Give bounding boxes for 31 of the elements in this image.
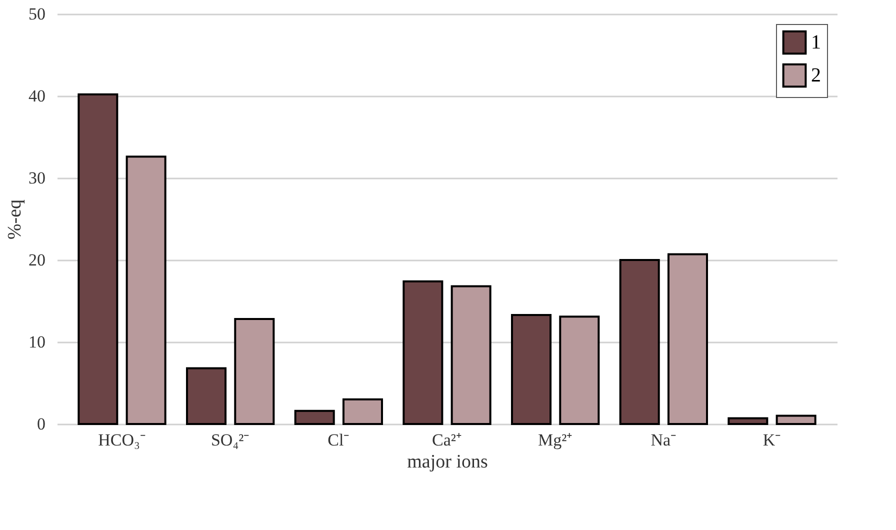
x-tick-label: Cl⁻	[328, 430, 350, 450]
bar	[234, 318, 275, 425]
x-tick-label: Ca²⁺	[432, 430, 462, 450]
x-tick-label: SO₄²⁻	[210, 430, 250, 450]
bar	[294, 410, 335, 425]
bar	[667, 253, 708, 425]
bar	[511, 314, 552, 425]
bar	[78, 93, 118, 425]
x-tick-label: Mg²⁺	[538, 430, 573, 450]
bar	[450, 285, 492, 425]
bar	[186, 367, 227, 425]
bar	[728, 417, 768, 425]
legend-label: 1	[811, 32, 821, 54]
bar	[559, 316, 600, 425]
bar	[342, 398, 383, 425]
bar	[126, 156, 166, 425]
x-axis-title: major ions	[407, 452, 488, 472]
y-axis-title: %-eq	[4, 198, 26, 240]
x-tick-label: Na⁻	[650, 430, 677, 450]
y-tick-label: 0	[37, 414, 46, 434]
bar	[776, 414, 816, 425]
y-tick-label: 20	[28, 250, 46, 270]
y-tick-label: 10	[28, 332, 46, 352]
y-tick-label: 50	[28, 4, 46, 24]
bar	[619, 259, 660, 425]
x-tick-label: HCO₃⁻	[98, 430, 146, 450]
y-tick-label: 40	[28, 86, 46, 106]
legend-label: 2	[811, 64, 821, 86]
bar	[402, 280, 444, 425]
x-tick-label: K⁻	[762, 430, 782, 450]
y-tick-label: 30	[28, 168, 46, 188]
